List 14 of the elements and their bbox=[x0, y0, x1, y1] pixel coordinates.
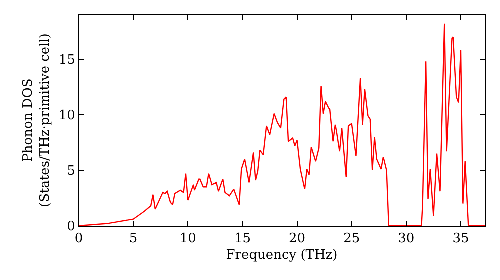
x-tick-label: 25 bbox=[344, 232, 360, 247]
x-tick-label: 5 bbox=[129, 232, 138, 247]
x-tick-label: 20 bbox=[289, 232, 306, 247]
y-tick-label: 5 bbox=[67, 164, 76, 180]
y-tick-label: 15 bbox=[58, 52, 76, 68]
y-tick-label: 0 bbox=[67, 220, 76, 235]
y-axis-title: Phonon DOS (States/THz·primitive cell) bbox=[20, 33, 53, 208]
x-tick-label: 30 bbox=[398, 232, 415, 247]
line-series bbox=[79, 23, 485, 226]
x-tick-label: 15 bbox=[234, 232, 251, 247]
x-tick-label: 35 bbox=[452, 232, 470, 247]
y-tick-label: 10 bbox=[58, 108, 76, 124]
x-axis-title: Frequency (THz) bbox=[226, 248, 338, 264]
x-tick-label: 10 bbox=[180, 232, 196, 247]
